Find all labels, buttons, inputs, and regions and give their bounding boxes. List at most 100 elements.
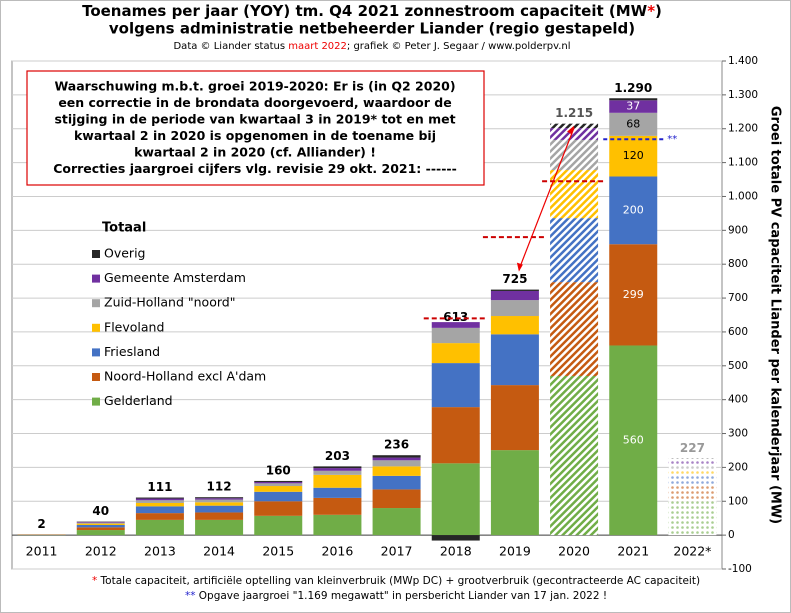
bar-segment (313, 487, 362, 498)
legend-label: Flevoland (104, 319, 164, 334)
bar-segment (135, 498, 184, 501)
legend-swatch (92, 250, 100, 258)
total-label: 227 (680, 441, 705, 455)
warning-text: Correcties jaargroei cijfers vlg. revisi… (53, 161, 457, 176)
bar-segment (550, 123, 599, 129)
bar-segment (254, 515, 303, 536)
bar-segment (490, 289, 539, 291)
y-tick-label: 1.100 (728, 157, 758, 169)
warning-text: een correctie in de brondata doorgevoerd… (58, 95, 451, 110)
bar-segment (135, 513, 184, 520)
y-tick-label: 200 (728, 461, 748, 473)
legend-swatch (92, 299, 100, 308)
bar-segment (609, 176, 658, 245)
bar-segment (490, 300, 539, 317)
bar-segment (609, 244, 658, 346)
bar-segment (490, 334, 539, 386)
total-label: 1.290 (614, 81, 652, 95)
total-label: 613 (443, 310, 468, 324)
bar-segment (313, 468, 362, 471)
bar-segment (431, 407, 480, 464)
bar-segment (135, 519, 184, 536)
subtitle-text: Data © Liander status (173, 41, 288, 52)
x-tick-label: 2017 (381, 544, 413, 559)
bar-segment (550, 282, 599, 376)
bar-segment (550, 170, 599, 219)
x-tick-label: 2012 (85, 544, 117, 559)
y-tick-label: 800 (728, 258, 748, 270)
bar-segment (313, 474, 362, 488)
bar-segment (195, 519, 244, 536)
arrow-head (567, 125, 575, 135)
bar-segment (668, 460, 717, 465)
bar-segment (313, 470, 362, 475)
y-tick-label: 300 (728, 428, 748, 440)
bar-segment (135, 506, 184, 514)
y-tick-label: 600 (728, 326, 748, 338)
bar-segment (668, 486, 717, 502)
bar-segment (431, 463, 480, 536)
y-tick-label: 1.300 (728, 89, 758, 101)
warning-text: Waarschuwing m.b.t. groei 2019-2020: Er … (54, 79, 455, 94)
legend-label: Gemeente Amsterdam (104, 270, 246, 285)
legend-label: Friesland (104, 344, 160, 359)
bar-segment (76, 524, 125, 528)
subtitle-date: maart 2022 (288, 41, 347, 52)
bar-segment (609, 135, 658, 177)
bar-segment (254, 501, 303, 516)
legend-label: Zuid-Holland "noord" (104, 295, 235, 310)
bar-segment (490, 316, 539, 335)
bar-segment (668, 501, 717, 536)
legend-swatch (92, 397, 100, 406)
y-tick-label: 0 (728, 529, 735, 541)
bar-segment (550, 218, 599, 283)
footnote-mark: * (92, 575, 97, 587)
legend-label: Overig (104, 246, 145, 261)
y-tick-label: 1.400 (728, 55, 758, 67)
bar-segment (668, 458, 717, 461)
arrow-head (516, 262, 523, 272)
bar-segment (431, 343, 480, 364)
warning-text: stijging in de periode van kwartaal 3 in… (54, 112, 455, 127)
bar-segment (76, 521, 125, 523)
bar-segment (195, 498, 244, 500)
total-label: 112 (207, 480, 232, 494)
bar-segment (668, 464, 717, 470)
bar-segment (372, 466, 421, 476)
x-tick-label: 2011 (26, 544, 58, 559)
bar-segment (76, 527, 125, 531)
bar-segment (372, 489, 421, 509)
bar-segment (609, 100, 658, 113)
total-label: 111 (147, 480, 172, 494)
bar-segment (372, 457, 421, 461)
footnote-text: Totale capaciteit, artificiële optelling… (97, 575, 700, 587)
bar-segment (431, 322, 480, 328)
bar-segment (550, 375, 599, 536)
value-label: 68 (626, 117, 640, 130)
x-tick-label: 2018 (440, 544, 472, 559)
value-label: 560 (623, 433, 644, 446)
y-tick-label: 1.200 (728, 123, 758, 135)
bar-segment (490, 290, 539, 301)
bar-segment (431, 363, 480, 408)
bar-segment (550, 139, 599, 171)
bar-segment (668, 475, 717, 487)
bar-segment (254, 486, 303, 492)
x-tick-label: 2019 (499, 544, 531, 559)
y-tick-label: 1.000 (728, 190, 758, 202)
bar-segment (609, 345, 658, 536)
title-asterisk: * (647, 2, 655, 20)
value-label: 120 (623, 149, 644, 162)
legend-swatch (92, 348, 100, 357)
warning-box (26, 70, 485, 186)
x-tick-label: 2013 (144, 544, 176, 559)
y-tick-label: 700 (728, 292, 748, 304)
chart-title: Toenames per jaar (YOY) tm. Q4 2021 zonn… (82, 2, 662, 20)
warning-text: kwartaal 2 in 2020 is opgenomen in de to… (74, 128, 436, 143)
total-label: 725 (502, 272, 527, 286)
subtitle-text: ; grafiek © Peter J. Segaar / www.polder… (347, 41, 571, 52)
legend-swatch (92, 274, 100, 283)
bar-segment (550, 128, 599, 140)
bar-segment (254, 481, 303, 484)
